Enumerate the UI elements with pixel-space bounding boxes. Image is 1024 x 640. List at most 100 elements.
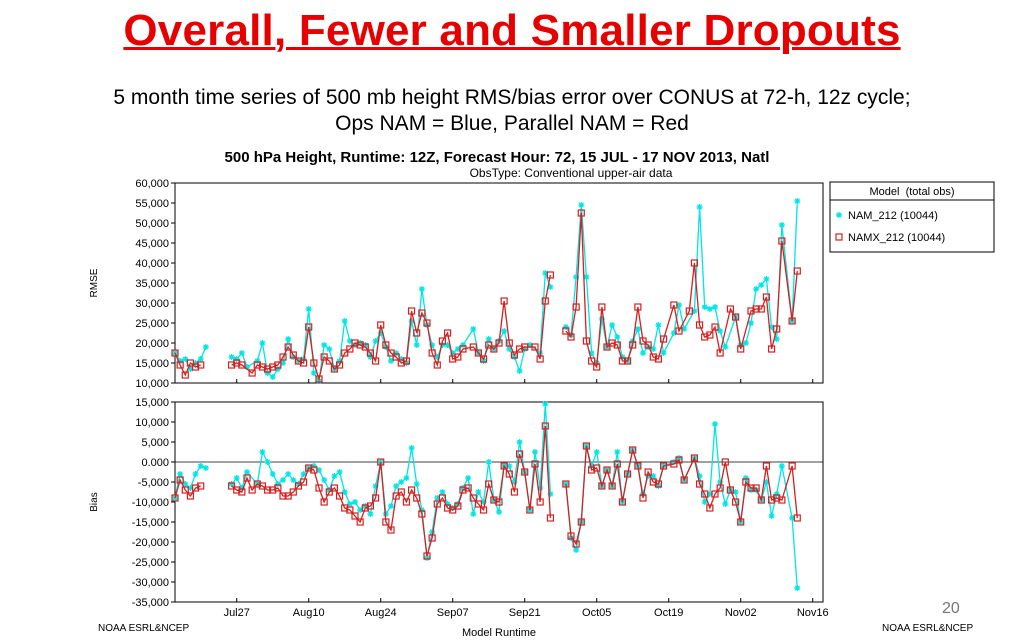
- data-point: [542, 401, 549, 407]
- footer-right-credit: NOAA ESRL&NCEP: [882, 623, 974, 634]
- data-point: [521, 468, 529, 476]
- data-point: [408, 445, 415, 451]
- data-point: [546, 271, 555, 279]
- data-point: [706, 306, 713, 312]
- data-point: [352, 342, 358, 348]
- x-axis-label: Model Runtime: [462, 627, 536, 639]
- data-point: [495, 498, 503, 506]
- data-point: [532, 449, 538, 455]
- data-point: [346, 506, 354, 514]
- data-point: [460, 485, 466, 491]
- data-point: [424, 555, 430, 561]
- data-point: [634, 462, 642, 470]
- y-tick-label: 25,000: [135, 318, 169, 330]
- data-point: [623, 357, 632, 365]
- data-point: [763, 479, 770, 485]
- y-tick-label: 35,000: [135, 278, 169, 290]
- data-point: [397, 359, 405, 367]
- y-tick-label: 15,000: [135, 358, 169, 370]
- data-point: [398, 479, 405, 485]
- data-point: [531, 460, 539, 468]
- data-point: [352, 499, 358, 505]
- data-point: [748, 320, 754, 326]
- y-tick-label: -35,000: [132, 597, 169, 609]
- data-point: [577, 518, 585, 526]
- x-tick-label: Nov16: [797, 607, 829, 619]
- data-point: [485, 480, 493, 488]
- data-point: [382, 344, 389, 350]
- data-point: [444, 342, 451, 348]
- data-point: [171, 494, 179, 502]
- legend-frame: [829, 181, 995, 253]
- data-point: [485, 459, 492, 465]
- data-point: [752, 484, 760, 492]
- data-point: [778, 222, 785, 228]
- data-point: [341, 318, 348, 324]
- data-point: [393, 350, 400, 356]
- data-point: [747, 307, 755, 315]
- data-point: [176, 476, 184, 484]
- data-point: [717, 328, 724, 334]
- data-point: [737, 518, 745, 526]
- data-point: [645, 344, 652, 350]
- data-point: [572, 303, 580, 311]
- data-point: [469, 494, 477, 502]
- data-point: [773, 336, 780, 342]
- data-point: [721, 458, 729, 466]
- data-point: [181, 486, 189, 494]
- data-point: [767, 345, 776, 353]
- data-point: [758, 282, 765, 288]
- data-point: [387, 526, 395, 534]
- data-point: [639, 494, 647, 502]
- data-point: [191, 484, 200, 492]
- series-namx_212: [171, 209, 801, 383]
- data-point: [712, 421, 718, 427]
- data-point: [346, 501, 353, 507]
- chart-legend: Model (total obs) NAM_212 (10044) NAMX_21…: [829, 181, 995, 253]
- data-point: [191, 363, 200, 371]
- y-tick-label: 50,000: [135, 218, 169, 230]
- data-point: [403, 475, 410, 481]
- data-point: [573, 547, 580, 553]
- data-point: [618, 357, 627, 365]
- data-point: [614, 334, 621, 340]
- rmse-plot-frame: [174, 182, 824, 384]
- data-point: [654, 480, 663, 488]
- data-point: [536, 355, 544, 363]
- data-point: [794, 585, 801, 591]
- data-point: [629, 446, 637, 454]
- data-point: [290, 354, 297, 360]
- data-point: [706, 331, 714, 339]
- data-point: [362, 503, 369, 509]
- data-point: [712, 304, 718, 310]
- data-point: [768, 324, 775, 330]
- data-point: [443, 504, 452, 512]
- data-point: [197, 361, 205, 369]
- data-point: [423, 552, 431, 560]
- data-point: [413, 481, 420, 487]
- data-point: [510, 351, 519, 359]
- data-point: [681, 326, 688, 332]
- data-point: [316, 467, 322, 473]
- data-point: [649, 478, 657, 486]
- data-point: [443, 329, 452, 337]
- data-point: [299, 359, 308, 367]
- data-point: [238, 485, 245, 491]
- data-point: [341, 489, 348, 495]
- data-point: [397, 488, 405, 496]
- data-point: [263, 486, 272, 494]
- data-point: [526, 506, 534, 514]
- y-tick-label: -25,000: [132, 557, 169, 569]
- y-tick-label: 60,000: [135, 178, 169, 190]
- data-point: [418, 286, 425, 292]
- data-point: [521, 346, 528, 352]
- data-point: [408, 318, 415, 324]
- x-tick-label: Aug10: [293, 607, 325, 619]
- data-point: [285, 336, 292, 342]
- data-point: [598, 316, 605, 322]
- data-point: [757, 305, 765, 313]
- data-point: [515, 450, 524, 458]
- data-point: [248, 486, 256, 494]
- data-point: [382, 518, 390, 526]
- data-point: [413, 329, 421, 337]
